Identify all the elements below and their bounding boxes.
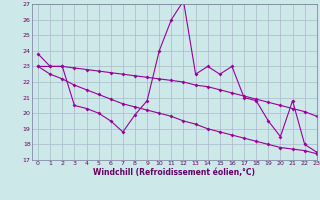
X-axis label: Windchill (Refroidissement éolien,°C): Windchill (Refroidissement éolien,°C) xyxy=(93,168,255,177)
